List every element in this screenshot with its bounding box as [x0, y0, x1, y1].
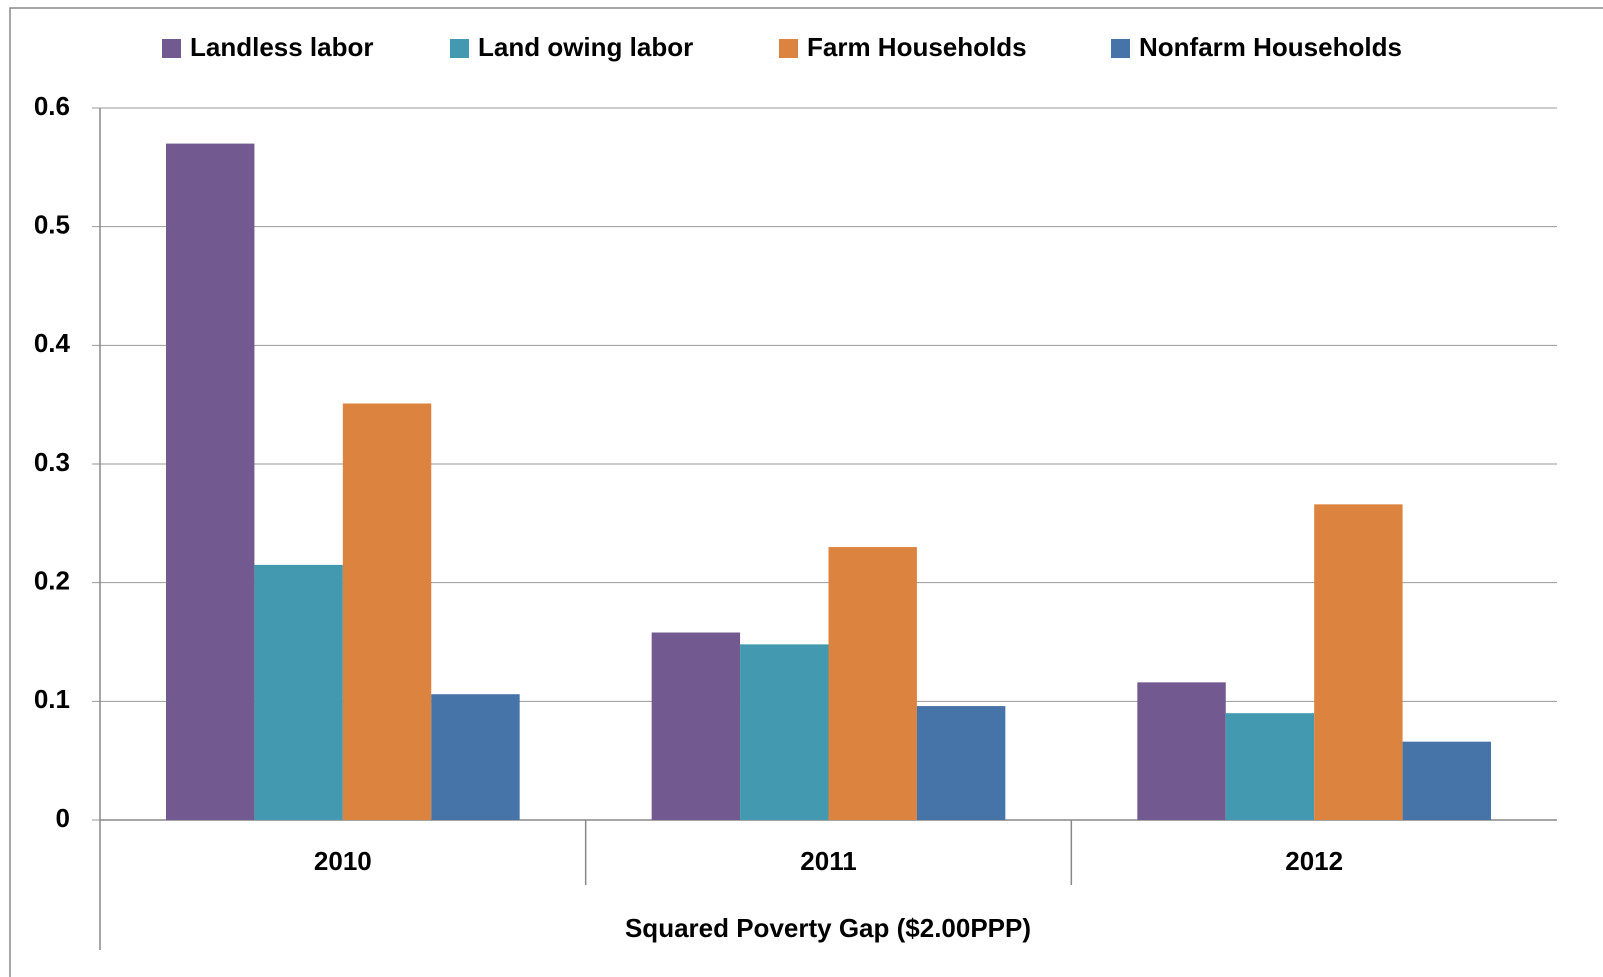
bar: [828, 547, 917, 820]
legend-swatch: [162, 39, 181, 58]
y-tick-label: 0.1: [34, 684, 70, 714]
bar: [1225, 713, 1315, 820]
bar: [1402, 741, 1491, 820]
legend-label: Land owing labor: [478, 32, 693, 62]
chart-border: [9, 7, 1603, 977]
bar: [651, 632, 741, 820]
legend-swatch: [450, 39, 469, 58]
legend-label: Landless labor: [190, 32, 374, 62]
x-tick-label: 2010: [314, 846, 372, 876]
legend-label: Farm Households: [807, 32, 1027, 62]
y-tick-label: 0.5: [34, 210, 70, 240]
bar: [1137, 682, 1226, 820]
y-tick-label: 0.4: [34, 328, 71, 358]
x-tick-label: 2012: [1285, 846, 1343, 876]
legend-label: Nonfarm Households: [1139, 32, 1402, 62]
y-tick-label: 0.2: [34, 566, 70, 596]
legend-swatch: [1111, 39, 1130, 58]
legend-swatch: [779, 39, 798, 58]
bar: [254, 564, 343, 820]
x-tick-label: 2011: [800, 846, 856, 876]
y-tick-label: 0.6: [34, 91, 70, 121]
bar: [1314, 504, 1403, 820]
bar: [342, 403, 432, 820]
bar: [740, 644, 829, 820]
bar: [916, 706, 1006, 820]
bar: [166, 143, 255, 821]
y-tick-label: 0.3: [34, 447, 70, 477]
y-tick-label: 0: [56, 803, 70, 833]
x-axis-label: Squared Poverty Gap ($2.00PPP): [625, 913, 1031, 943]
bar: [431, 694, 520, 820]
